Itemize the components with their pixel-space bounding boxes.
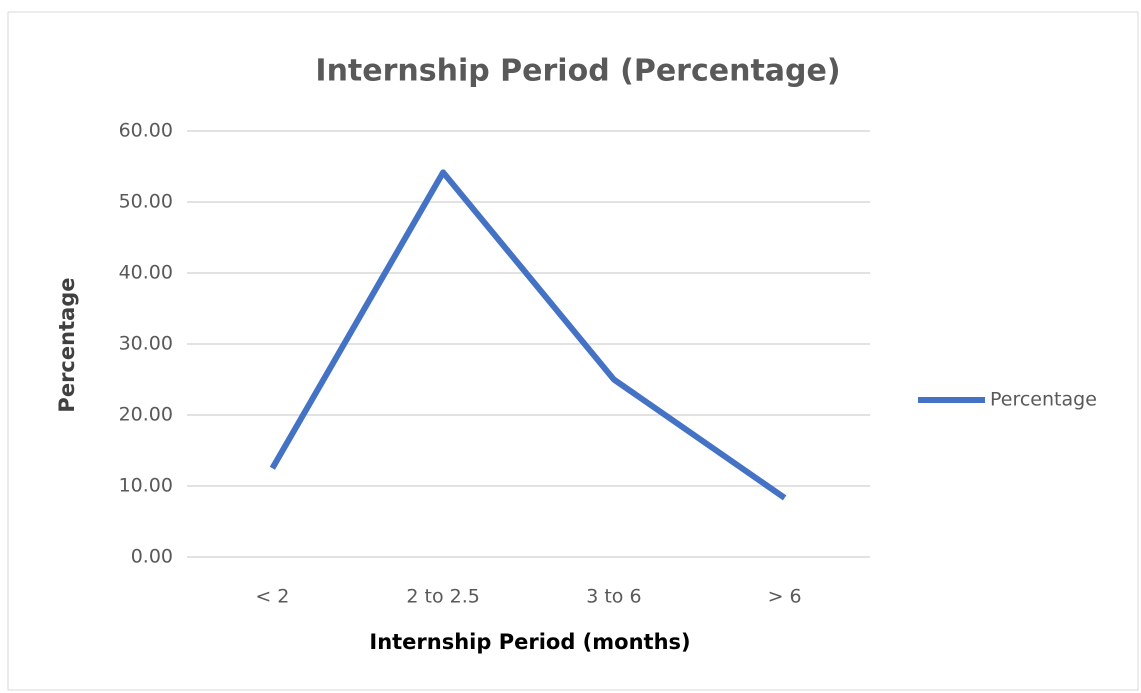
chart-border [7,11,1139,691]
y-tick-label: 30.00 [119,333,173,355]
y-tick-label: 60.00 [119,120,173,142]
y-tick-label: 10.00 [119,475,173,497]
y-tick-label: 50.00 [119,191,173,213]
x-tick-label: > 6 [768,586,802,608]
x-tick-label: 2 to 2.5 [406,586,479,608]
data-line [269,169,787,501]
x-tick-label: 3 to 6 [586,586,641,608]
x-tick-label: < 2 [255,586,289,608]
y-axis-label: Percentage [55,277,79,412]
chart-title: Internship Period (Percentage) [315,54,840,89]
x-axis-label: Internship Period (months) [369,630,690,654]
y-tick-label: 40.00 [119,262,173,284]
y-tick-label: 0.00 [131,546,173,568]
y-tick-label: 20.00 [119,404,173,426]
legend-label: Percentage [990,389,1097,411]
